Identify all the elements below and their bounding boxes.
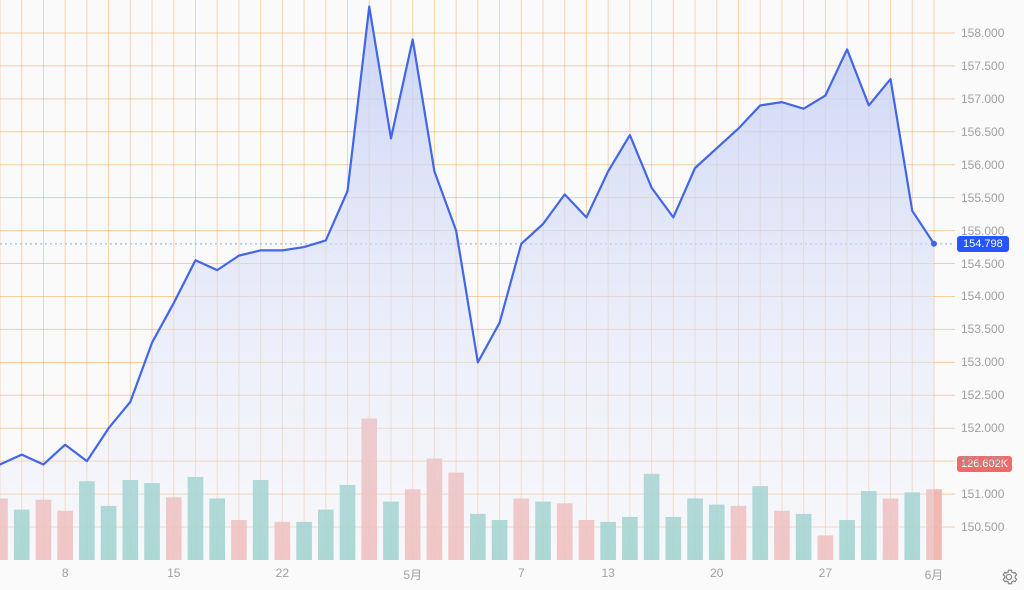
x-tick-label: 22 bbox=[276, 566, 289, 580]
chart-plot-area[interactable] bbox=[0, 0, 955, 560]
y-tick-label: 153.500 bbox=[961, 322, 1004, 336]
y-tick-label: 157.000 bbox=[961, 92, 1004, 106]
y-tick-label: 150.500 bbox=[961, 520, 1004, 534]
x-tick-label: 6月 bbox=[925, 566, 944, 583]
x-tick-label: 5月 bbox=[403, 566, 422, 583]
y-tick-label: 154.500 bbox=[961, 257, 1004, 271]
y-tick-label: 157.500 bbox=[961, 59, 1004, 73]
current-price-badge: 154.798 bbox=[957, 236, 1009, 252]
x-tick-label: 27 bbox=[819, 566, 832, 580]
stock-chart: 154.798 126.602K 158.000157.500157.00015… bbox=[0, 0, 1024, 590]
x-tick-label: 7 bbox=[518, 566, 525, 580]
gear-icon bbox=[1000, 568, 1018, 586]
x-tick-label: 8 bbox=[62, 566, 69, 580]
y-tick-label: 153.000 bbox=[961, 355, 1004, 369]
y-tick-label: 151.000 bbox=[961, 487, 1004, 501]
chart-svg bbox=[0, 0, 955, 560]
x-tick-label: 20 bbox=[710, 566, 723, 580]
y-tick-label: 156.000 bbox=[961, 158, 1004, 172]
y-tick-label: 152.500 bbox=[961, 388, 1004, 402]
y-tick-label: 155.500 bbox=[961, 191, 1004, 205]
settings-button[interactable] bbox=[1000, 568, 1018, 586]
x-tick-label: 13 bbox=[601, 566, 614, 580]
y-tick-label: 154.000 bbox=[961, 289, 1004, 303]
y-tick-label: 151.500 bbox=[961, 454, 1004, 468]
x-tick-label: 15 bbox=[167, 566, 180, 580]
y-tick-label: 156.500 bbox=[961, 125, 1004, 139]
y-tick-label: 152.000 bbox=[961, 421, 1004, 435]
y-axis: 154.798 126.602K 158.000157.500157.00015… bbox=[955, 0, 1024, 560]
y-tick-label: 155.000 bbox=[961, 224, 1004, 238]
x-axis: 8 15 22 5月 7 13 20 27 6月 bbox=[0, 560, 955, 590]
y-tick-label: 158.000 bbox=[961, 26, 1004, 40]
